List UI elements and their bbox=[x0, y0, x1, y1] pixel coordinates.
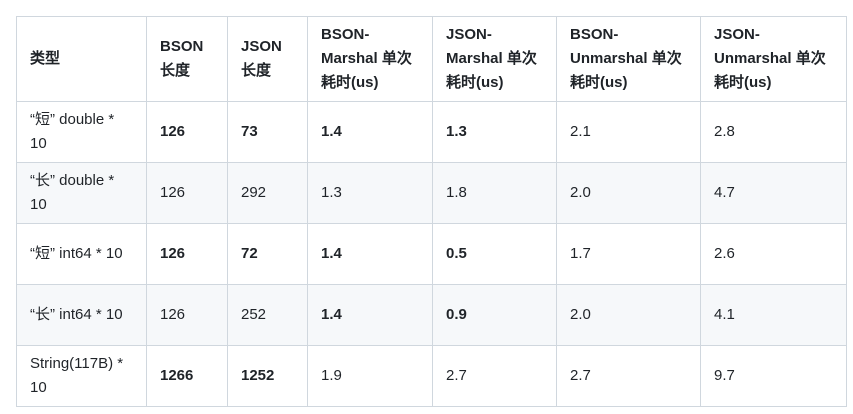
table-cell: 1.4 bbox=[307, 284, 433, 346]
table-row: “长” double * 10 126 292 1.3 1.8 2.0 4.7 bbox=[16, 162, 847, 224]
table-cell: 292 bbox=[227, 162, 308, 224]
column-header: JSON 长度 bbox=[227, 16, 308, 102]
table-cell: 2.7 bbox=[432, 345, 557, 407]
table-cell: 72 bbox=[227, 223, 308, 285]
table-row: “长” int64 * 10 126 252 1.4 0.9 2.0 4.1 bbox=[16, 284, 847, 346]
table-cell: 2.7 bbox=[556, 345, 701, 407]
table-cell: 73 bbox=[227, 101, 308, 163]
table-cell: String(117B) * 10 bbox=[16, 345, 147, 407]
table-body: “短” double * 10 126 73 1.4 1.3 2.1 2.8 “长” doub… bbox=[16, 101, 847, 407]
table-cell: “短” int64 * 10 bbox=[16, 223, 147, 285]
table-cell: 2.0 bbox=[556, 284, 701, 346]
table-cell: “长” double * 10 bbox=[16, 162, 147, 224]
table-cell: 2.1 bbox=[556, 101, 701, 163]
table-cell: 9.7 bbox=[700, 345, 847, 407]
table-cell: 1.7 bbox=[556, 223, 701, 285]
column-header: JSON-Unmarshal 单次耗时(us) bbox=[700, 16, 847, 102]
table-row: “短” int64 * 10 126 72 1.4 0.5 1.7 2.6 bbox=[16, 223, 847, 285]
table-cell: 2.0 bbox=[556, 162, 701, 224]
table-header: 类型 BSON 长度 JSON 长度 BSON-Marshal 单次耗时(us) JSO… bbox=[16, 16, 847, 102]
comparison-table: 类型 BSON 长度 JSON 长度 BSON-Marshal 单次耗时(us) JSO… bbox=[16, 16, 847, 407]
table-cell: 1.3 bbox=[432, 101, 557, 163]
table-cell: 2.6 bbox=[700, 223, 847, 285]
table-cell: “短” double * 10 bbox=[16, 101, 147, 163]
table-cell: 1.4 bbox=[307, 101, 433, 163]
column-header: BSON-Marshal 单次耗时(us) bbox=[307, 16, 433, 102]
table-cell: 126 bbox=[146, 284, 228, 346]
table-cell: 1.3 bbox=[307, 162, 433, 224]
table-cell: 4.1 bbox=[700, 284, 847, 346]
table-cell: “长” int64 * 10 bbox=[16, 284, 147, 346]
table-cell: 1.9 bbox=[307, 345, 433, 407]
header-row: 类型 BSON 长度 JSON 长度 BSON-Marshal 单次耗时(us) JSO… bbox=[16, 16, 847, 102]
table-cell: 4.7 bbox=[700, 162, 847, 224]
table-cell: 0.5 bbox=[432, 223, 557, 285]
table-cell: 126 bbox=[146, 101, 228, 163]
table-cell: 1.8 bbox=[432, 162, 557, 224]
column-header: BSON-Unmarshal 单次耗时(us) bbox=[556, 16, 701, 102]
table-cell: 1252 bbox=[227, 345, 308, 407]
table-row: “短” double * 10 126 73 1.4 1.3 2.1 2.8 bbox=[16, 101, 847, 163]
table-cell: 2.8 bbox=[700, 101, 847, 163]
column-header: 类型 bbox=[16, 16, 147, 102]
table-cell: 126 bbox=[146, 223, 228, 285]
column-header: JSON-Marshal 单次耗时(us) bbox=[432, 16, 557, 102]
column-header: BSON 长度 bbox=[146, 16, 228, 102]
table-cell: 126 bbox=[146, 162, 228, 224]
table-cell: 1266 bbox=[146, 345, 228, 407]
table-cell: 1.4 bbox=[307, 223, 433, 285]
table-row: String(117B) * 10 1266 1252 1.9 2.7 2.7 9.7 bbox=[16, 345, 847, 407]
table-cell: 0.9 bbox=[432, 284, 557, 346]
table-cell: 252 bbox=[227, 284, 308, 346]
